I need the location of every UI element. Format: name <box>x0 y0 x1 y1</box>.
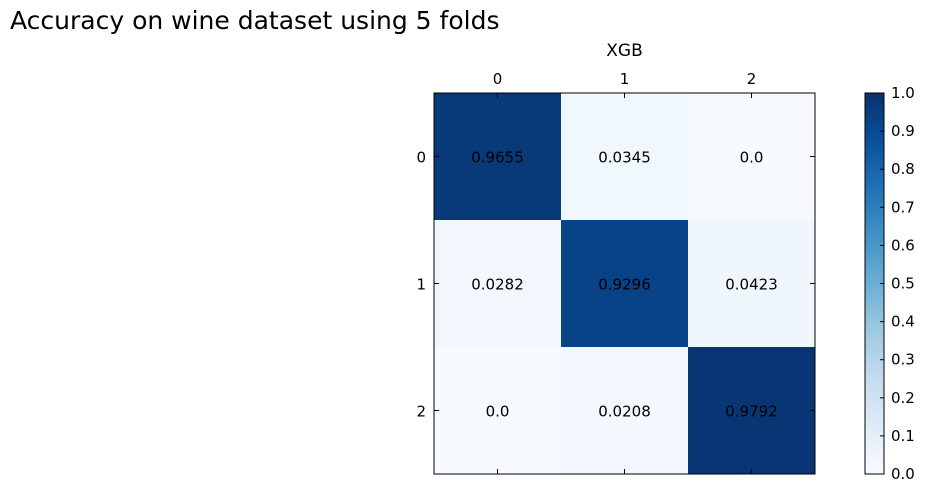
x-tick-label-2: 2 <box>747 70 757 88</box>
heatmap-cell-r1-c1 <box>561 220 689 348</box>
heatmap-cells <box>434 93 816 475</box>
x-tick-label-0: 0 <box>493 70 503 88</box>
colorbar-tick-label-5: 0.5 <box>891 275 915 293</box>
cell-label-r1-c0: 0.0282 <box>471 276 524 294</box>
colorbar-fill <box>865 93 884 474</box>
colorbar-tick-label-0: 0.0 <box>891 465 915 483</box>
heatmap-cell-r1-c0 <box>434 220 562 348</box>
cell-label-r0-c0: 0.9655 <box>471 149 524 167</box>
colorbar-tick-label-8: 0.8 <box>891 160 915 178</box>
cell-label-r1-c1: 0.9296 <box>598 276 651 294</box>
cell-label-r0-c1: 0.0345 <box>598 149 651 167</box>
y-tick-label-2: 2 <box>416 403 426 421</box>
cell-label-r0-c2: 0.0 <box>740 149 764 167</box>
page-title: Accuracy on wine dataset using 5 folds <box>10 6 500 35</box>
y-tick-label-0: 0 <box>416 149 426 167</box>
colorbar-tick-label-6: 0.6 <box>891 236 915 254</box>
heatmap-cell-r2-c2 <box>688 347 816 475</box>
colorbar-tick-label-2: 0.2 <box>891 389 915 407</box>
heatmap-cell-r1-c2 <box>688 220 816 348</box>
y-tick-label-1: 1 <box>416 276 426 294</box>
x-tick-label-1: 1 <box>620 70 630 88</box>
cell-label-r1-c2: 0.0423 <box>725 276 778 294</box>
heatmap-cell-r2-c0 <box>434 347 562 475</box>
axis-ticks: 0 1 2 0 1 2 <box>416 70 815 474</box>
colorbar-tick-label-3: 0.3 <box>891 351 915 369</box>
heatmap-cell-r0-c1 <box>561 93 689 221</box>
colorbar-tick-label-10: 1.0 <box>891 84 915 102</box>
colorbar-tick-label-7: 0.7 <box>891 198 915 216</box>
colorbar-ticks: 0.0 0.1 0.2 0.3 0.4 0.5 0.6 0.7 0.8 0.9 1.0 <box>880 84 915 483</box>
colorbar-tick-label-4: 0.4 <box>891 313 915 331</box>
chart-title: XGB <box>606 41 642 61</box>
colorbar-tick-label-9: 0.9 <box>891 122 915 140</box>
colorbar-gradient <box>865 93 884 474</box>
cell-label-r2-c2: 0.9792 <box>725 403 778 421</box>
colorbar-tick-label-1: 0.1 <box>891 427 915 445</box>
cell-label-r2-c1: 0.0208 <box>598 403 651 421</box>
cell-annotations: 0.9655 0.0345 0.0 0.0282 0.9296 0.0423 0.0 0.02… <box>471 149 778 421</box>
cell-label-r2-c0: 0.0 <box>486 403 510 421</box>
heatmap-cell-r0-c2 <box>688 93 816 221</box>
heatmap-cell-r2-c1 <box>561 347 689 475</box>
heatmap-cell-r0-c0 <box>434 93 562 221</box>
